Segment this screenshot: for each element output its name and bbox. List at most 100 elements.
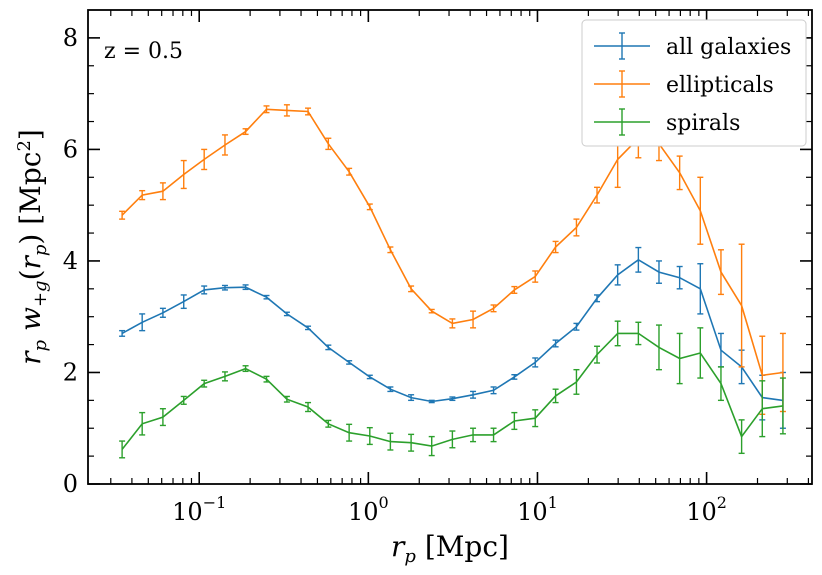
error-bar [221,284,228,291]
error-bar [346,167,353,176]
error-bar [552,339,559,348]
error-bar [346,423,353,442]
error-bar [305,401,312,413]
y-tick-label: 6 [63,135,78,163]
series-ellipticals [119,104,786,415]
x-tick-label: 102 [686,493,727,526]
error-bar [573,322,580,331]
legend-items: all galaxies ellipticals spirals [594,32,791,136]
error-bar [263,105,270,114]
error-bar [408,394,415,402]
series-layer [119,104,786,459]
error-bar [387,432,394,451]
error-bar [263,294,270,300]
error-bar [511,374,518,380]
error-bar [717,249,724,296]
error-bar [532,357,539,368]
error-bar [180,159,187,190]
redshift-annotation: z = 0.5 [104,39,183,64]
error-bar [408,285,415,293]
series-all-galaxies [119,246,786,429]
error-bar [428,435,435,457]
error-bar [594,186,601,204]
error-bar [697,263,704,315]
error-bar [552,240,559,254]
y-tick-label: 0 [63,470,78,498]
series-line [121,258,784,403]
error-bar [676,332,683,385]
error-bar [759,380,766,438]
x-tick-label: 101 [517,493,558,526]
error-bar [201,285,208,295]
error-bar [283,104,290,117]
error-bar [119,440,126,459]
error-bar [305,325,312,331]
ticks-layer: 0 2 4 6 8 10−1 100 101 102 [63,10,812,526]
x-axis-label: rp [Mpc] [391,530,509,567]
error-bar [180,395,187,405]
error-bar [697,176,704,245]
error-bar [594,294,601,303]
error-bar [159,408,166,427]
error-bar [325,344,332,351]
error-bar [428,308,435,314]
error-bar [511,285,518,294]
error-bar [490,386,497,395]
error-bar [655,260,662,284]
error-bar [635,246,642,273]
error-bar [717,332,724,368]
legend-entry: spirals [594,108,740,136]
y-tick-label: 4 [63,247,78,275]
error-bar [180,294,187,310]
y-tick-label: 2 [63,358,78,386]
error-bar [242,365,249,373]
error-bar [511,411,518,431]
error-bar [532,409,539,428]
error-bar [449,396,456,402]
error-bar [139,313,146,332]
error-bar [139,189,146,201]
error-bar [366,426,373,446]
error-bar [470,310,477,329]
error-bar [573,218,580,237]
error-bar [283,311,290,317]
error-bar [470,427,477,443]
error-bar [201,148,208,171]
error-bar [676,155,683,191]
error-bar [676,265,683,290]
error-bar [470,390,477,399]
error-bar [119,210,126,220]
error-bar [221,134,228,156]
error-bar [346,360,353,365]
plot-area [87,9,813,485]
error-bar [449,318,456,329]
error-bar [655,324,662,371]
x-tick-label: 100 [348,493,389,526]
y-axis-label: rp w+g(rp) [Mpc2] [14,129,51,365]
legend-label: spirals [666,111,740,136]
error-bar [221,371,228,382]
legend-box [581,19,807,147]
error-bar [159,182,166,201]
error-bar [366,203,373,211]
error-bar [119,329,126,337]
plot-frame [87,9,813,485]
error-bar [408,433,415,452]
legend-label: all galaxies [666,35,791,60]
error-bar [573,368,580,395]
error-bar [283,395,290,403]
error-bar [242,284,249,291]
error-bar [614,320,621,347]
error-bar [779,377,786,435]
x-tick-label: 10−1 [172,493,226,526]
y-tick-label: 8 [63,24,78,52]
error-bar [159,307,166,318]
error-bar [552,388,559,404]
error-bar [325,137,332,151]
error-bar [738,419,745,455]
error-bar [139,411,146,436]
error-bar [490,427,497,443]
error-bar [614,264,621,286]
error-bar [387,246,394,254]
error-bar [305,107,312,116]
